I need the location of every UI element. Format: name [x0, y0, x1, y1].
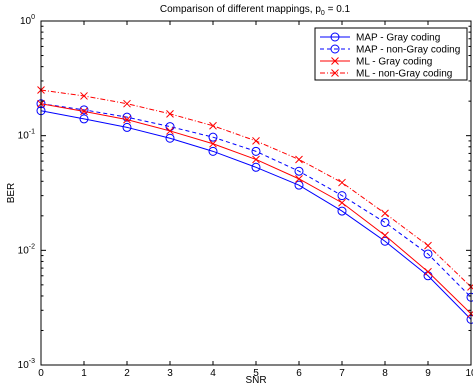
data-point — [423, 249, 433, 259]
data-point — [294, 180, 304, 190]
data-point — [166, 109, 174, 118]
data-point — [295, 155, 303, 164]
x-tick-label: 1 — [81, 368, 87, 379]
data-point — [337, 191, 347, 201]
data-point — [209, 121, 217, 130]
data-point — [295, 175, 303, 183]
data-point — [251, 146, 261, 156]
data-point — [338, 178, 346, 187]
legend-marker — [330, 44, 340, 54]
data-point — [252, 155, 260, 164]
legend-label: ML - non-Gray coding — [356, 69, 452, 80]
series-3 — [37, 86, 473, 291]
chart-title-main: Comparison of different mappings, p — [160, 4, 321, 15]
series-2 — [37, 99, 473, 318]
x-tick-label: 9 — [425, 368, 431, 379]
y-ticks: 10-3 10-2 10-1 100 — [18, 14, 471, 371]
data-point — [381, 209, 389, 218]
data-point — [424, 267, 432, 276]
data-point — [208, 132, 218, 142]
data-point — [252, 137, 260, 145]
data-point — [79, 105, 89, 115]
y-tick-label: 10-2 — [18, 243, 35, 256]
data-point — [165, 133, 175, 143]
x-tick-label: 0 — [38, 368, 44, 379]
data-point — [122, 112, 132, 122]
data-point — [380, 217, 390, 227]
x-axis-label: SNR — [245, 375, 266, 385]
data-point — [79, 114, 89, 124]
legend-entry-3: ML - non-Gray coding — [320, 69, 452, 80]
x-tick-label: 7 — [339, 368, 345, 379]
data-point — [80, 107, 88, 116]
data-point — [123, 99, 131, 108]
legend-label: ML - Gray coding — [356, 57, 432, 68]
x-tick-label: 4 — [210, 368, 216, 379]
data-point — [381, 231, 389, 240]
data-point — [166, 127, 174, 135]
series-line — [40, 110, 472, 320]
legend-marker — [331, 69, 339, 77]
chart-title-subscript: 0 — [321, 10, 325, 17]
x-tick-label: 5 — [253, 368, 259, 379]
data-point — [337, 206, 347, 216]
x-tick-label: 10 — [465, 368, 473, 379]
data-point — [123, 115, 131, 124]
x-tick-label: 8 — [382, 368, 388, 379]
data-point — [380, 236, 390, 246]
legend-entry-2: ML - Gray coding — [320, 57, 432, 68]
x-ticks: 0 1 2 3 4 5 6 7 8 9 10 — [38, 21, 473, 379]
data-point — [251, 162, 261, 172]
series-line — [40, 103, 472, 298]
x-tick-label: 6 — [296, 368, 302, 379]
data-point — [338, 198, 346, 207]
legend-marker — [330, 32, 340, 42]
series-layer — [36, 86, 473, 324]
y-tick-label: 10-1 — [18, 129, 35, 142]
data-point — [80, 92, 88, 100]
chart-title-suffix: = 0.1 — [325, 4, 351, 15]
x-tick-label: 2 — [124, 368, 130, 379]
y-tick-label: 10-3 — [18, 358, 35, 371]
series-1 — [36, 99, 473, 302]
y-tick-label: 100 — [20, 14, 35, 27]
x-tick-label: 3 — [167, 368, 173, 379]
data-point — [294, 166, 304, 176]
y-axis-label: BER — [6, 183, 17, 204]
data-point — [208, 146, 218, 156]
legend-label: MAP - non-Gray coding — [356, 45, 460, 56]
legend-entry-0: MAP - Gray coding — [320, 32, 440, 44]
legend-marker — [331, 57, 339, 65]
data-point — [122, 122, 132, 132]
legend-label: MAP - Gray coding — [356, 33, 440, 44]
data-point — [209, 139, 217, 148]
legend-entry-1: MAP - non-Gray coding — [320, 44, 460, 56]
chart-title: Comparison of different mappings, p0 = 0… — [160, 4, 351, 17]
data-point — [424, 241, 432, 250]
